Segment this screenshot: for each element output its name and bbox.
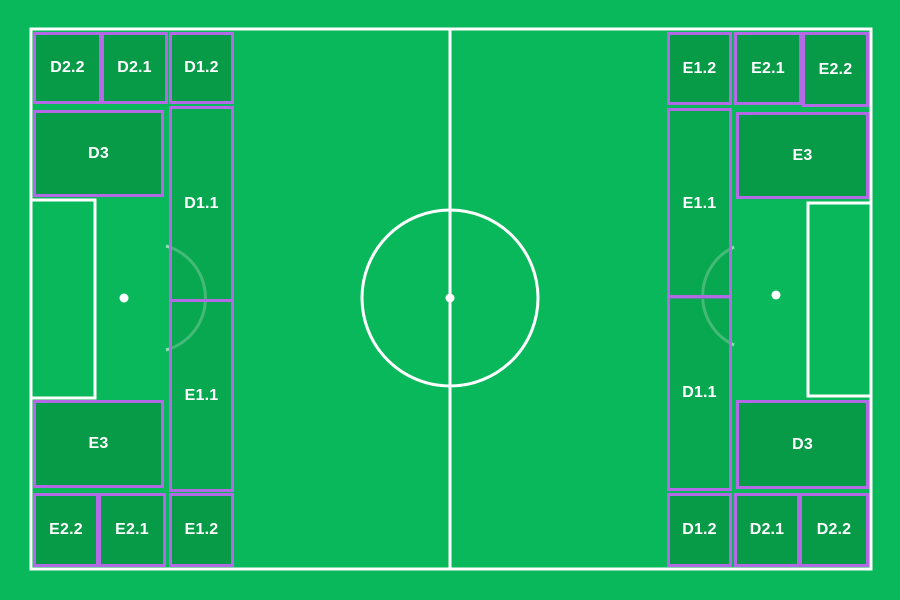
zone-label: E3 (792, 146, 813, 164)
left-penalty-spot (119, 293, 129, 303)
zone-label: D3 (88, 144, 109, 162)
zone-label: D2.1 (749, 521, 785, 538)
left-zone-d1-2: D1.2 (169, 32, 234, 104)
zone-label: D1.1 (682, 384, 717, 401)
right-zone-d1-2: D1.2 (667, 493, 732, 567)
center-spot (445, 293, 455, 303)
zone-label: E1.2 (682, 59, 717, 77)
zone-label: E1.1 (184, 386, 219, 404)
zone-label: D1.1 (184, 195, 219, 212)
left-zone-d3: D3 (33, 110, 164, 197)
left-zone-d2-2: D2.2 (33, 32, 102, 104)
left-zone-e2-1: E2.1 (98, 493, 166, 567)
left-zone-e1-1: E1.1 (169, 299, 234, 492)
right-zone-d2-1: D2.1 (734, 493, 800, 567)
zone-label: E1.2 (184, 521, 219, 538)
right-zone-e2-2: E2.2 (802, 32, 869, 107)
zone-label: D1.2 (184, 59, 219, 76)
zone-label: D3 (792, 435, 813, 453)
right-penalty-spot (771, 290, 781, 300)
left-zone-e1-2: E1.2 (169, 493, 234, 567)
left-zone-e2-2: E2.2 (33, 493, 99, 567)
zone-label: E2.1 (115, 521, 149, 538)
zone-label: E1.1 (682, 194, 717, 212)
right-goal-area (806, 201, 873, 398)
zone-label: D1.2 (682, 521, 717, 538)
zone-label: D2.1 (117, 59, 152, 76)
zone-label: E2.2 (49, 521, 83, 538)
right-zone-e1-1: E1.1 (667, 108, 732, 299)
zone-label: D2.2 (816, 521, 852, 538)
left-zone-d1-1: D1.1 (169, 106, 234, 302)
left-zone-d2-1: D2.1 (101, 32, 168, 104)
left-zone-e3: E3 (33, 400, 164, 488)
right-zone-e3: E3 (736, 112, 869, 199)
zone-label: E2.2 (818, 60, 853, 78)
right-zone-d2-2: D2.2 (799, 493, 869, 567)
right-zone-d1-1: D1.1 (667, 295, 732, 491)
zone-label: E3 (88, 435, 109, 452)
zone-label: E2.1 (751, 59, 785, 77)
right-zone-e1-2: E1.2 (667, 32, 732, 105)
right-zone-e2-1: E2.1 (734, 32, 802, 105)
center-circle (360, 208, 540, 388)
left-goal-area (29, 198, 97, 400)
right-zone-d3: D3 (736, 400, 869, 489)
zone-label: D2.2 (50, 59, 85, 76)
